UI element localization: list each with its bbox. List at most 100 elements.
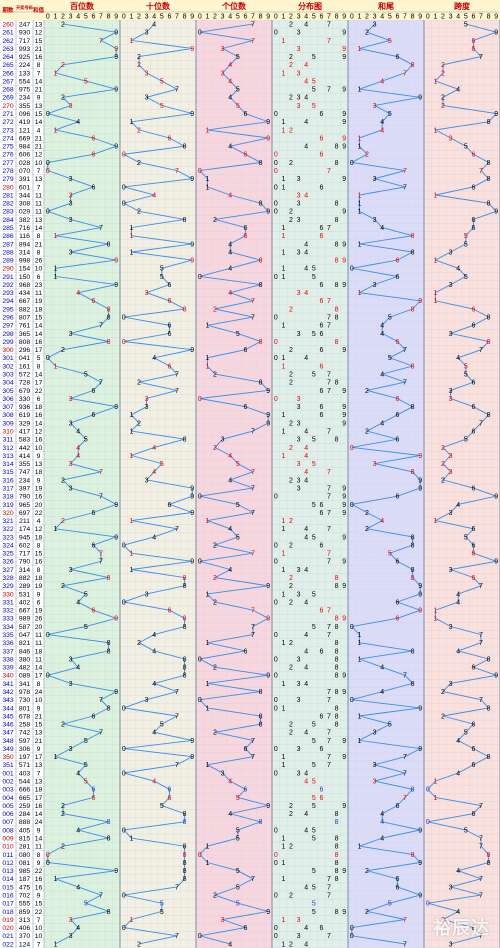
distribution-digit: 0 — [274, 160, 278, 167]
position-digit: 3 — [145, 477, 149, 484]
period-label: 326 — [2, 559, 14, 566]
header-digit: 8 — [183, 14, 187, 21]
distribution-digit: 1 — [281, 70, 285, 77]
position-digit: 6 — [243, 233, 247, 240]
span-digit: 6 — [471, 925, 475, 932]
distribution-digit: 5 — [312, 738, 316, 745]
distribution-digit: 6 — [319, 648, 323, 655]
position-digit: 2 — [213, 665, 217, 672]
position-digit: 3 — [69, 656, 73, 663]
distribution-digit: 9 — [342, 754, 346, 761]
distribution-digit: 0 — [274, 184, 278, 191]
position-digit: 4 — [76, 290, 80, 297]
position-digit: 7 — [251, 738, 255, 745]
distribution-digit: 8 — [335, 201, 339, 208]
sum-tail-digit: 9 — [418, 95, 422, 102]
position-digit: 3 — [145, 697, 149, 704]
period-label: 013 — [2, 868, 14, 875]
position-digit: 4 — [152, 445, 156, 452]
draw-number: 602 — [19, 542, 31, 549]
draw-number: 041 — [19, 355, 31, 362]
span-digit: 8 — [487, 656, 491, 663]
distribution-digit: 8 — [335, 624, 339, 631]
position-digit: 9 — [266, 909, 270, 916]
distribution-digit: 3 — [297, 201, 301, 208]
distribution-digit: 8 — [335, 380, 339, 387]
position-digit: 8 — [107, 315, 111, 322]
distribution-digit: 9 — [342, 868, 346, 875]
position-digit: 4 — [228, 62, 232, 69]
sum-value: 16 — [35, 437, 43, 444]
span-digit: 7 — [479, 640, 483, 647]
position-digit: 4 — [228, 811, 232, 818]
span-digit: 2 — [441, 445, 445, 452]
position-digit: 6 — [167, 363, 171, 370]
distribution-digit: 1 — [281, 355, 285, 362]
sum-tail-digit: 4 — [380, 689, 384, 696]
position-digit: 3 — [145, 70, 149, 77]
span-digit: 6 — [471, 575, 475, 582]
period-label: 339 — [2, 665, 14, 672]
period-label: 333 — [2, 616, 14, 623]
sum-tail-digit: 7 — [403, 70, 407, 77]
header-digit: 9 — [494, 14, 498, 21]
period-label: 320 — [2, 510, 14, 517]
distribution-digit: 4 — [304, 811, 308, 818]
period-label: 282 — [2, 201, 14, 208]
position-digit: 7 — [99, 559, 103, 566]
position-digit: 1 — [129, 567, 133, 574]
sum-tail-digit: 6 — [395, 559, 399, 566]
draw-number: 355 — [19, 103, 31, 110]
distribution-digit: 3 — [297, 396, 301, 403]
span-digit: 1 — [433, 616, 437, 623]
distribution-digit: 0 — [274, 396, 278, 403]
period-label: 283 — [2, 209, 14, 216]
position-digit: 8 — [183, 656, 187, 663]
position-digit: 4 — [228, 477, 232, 484]
distribution-digit: 8 — [335, 860, 339, 867]
distribution-digit: 4 — [304, 827, 308, 834]
position-digit: 5 — [84, 901, 88, 908]
period-label: 342 — [2, 689, 14, 696]
position-digit: 9 — [190, 738, 194, 745]
distribution-digit: 5 — [312, 591, 316, 598]
position-digit: 7 — [99, 892, 103, 899]
position-digit: 4 — [228, 453, 232, 460]
period-label: 306 — [2, 396, 14, 403]
position-digit: 9 — [114, 404, 118, 411]
span-digit: 4 — [456, 648, 460, 655]
distribution-digit: 8 — [335, 339, 339, 346]
span-digit: 0 — [426, 819, 430, 826]
distribution-digit: 2 — [289, 542, 293, 549]
sum-value: 24 — [35, 689, 43, 696]
position-digit: 2 — [137, 62, 141, 69]
distribution-digit: 2 — [289, 95, 293, 102]
sum-value: 16 — [35, 412, 43, 419]
sum-value: 10 — [35, 160, 43, 167]
position-digit: 5 — [160, 103, 164, 110]
sum-tail-digit: 7 — [403, 795, 407, 802]
period-label: 018 — [2, 909, 14, 916]
position-digit: 5 — [160, 803, 164, 810]
position-digit: 4 — [228, 241, 232, 248]
distribution-digit: 9 — [342, 46, 346, 53]
sum-value: 15 — [35, 315, 43, 322]
period-label: 292 — [2, 282, 14, 289]
period-label: 015 — [2, 884, 14, 891]
sum-value: 13 — [35, 730, 43, 737]
position-digit: 5 — [160, 722, 164, 729]
draw-number: 678 — [19, 713, 31, 720]
distribution-digit: 9 — [342, 388, 346, 395]
header-digit: 1 — [205, 14, 209, 21]
period-label: 294 — [2, 298, 14, 305]
draw-number: 211 — [19, 518, 30, 525]
draw-number: 716 — [19, 225, 31, 232]
distribution-digit: 1 — [281, 917, 285, 924]
position-digit: 1 — [205, 860, 209, 867]
draw-number: 555 — [19, 901, 31, 908]
period-label: 267 — [2, 78, 14, 85]
trend-line-1 — [122, 23, 194, 945]
span-digit: 3 — [449, 510, 453, 517]
sum-tail-digit: 9 — [418, 453, 422, 460]
distribution-digit: 3 — [297, 420, 301, 427]
